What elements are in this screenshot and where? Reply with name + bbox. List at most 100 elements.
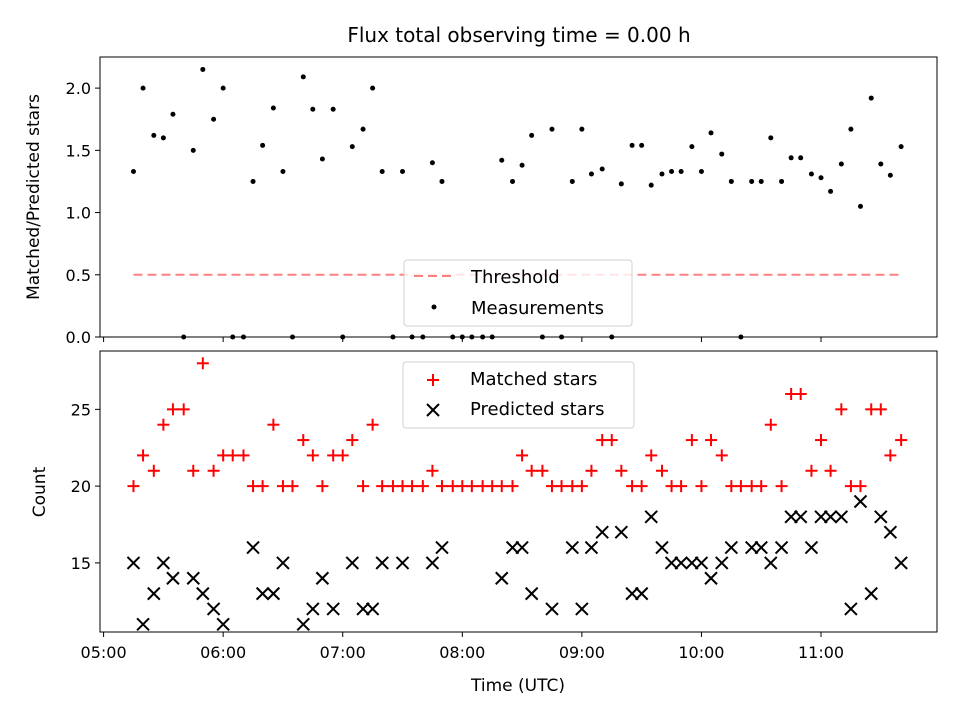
matched-star-point bbox=[306, 449, 319, 462]
measurement-point bbox=[599, 166, 605, 172]
measurement-point bbox=[280, 168, 286, 174]
predicted-star-point bbox=[715, 556, 729, 570]
measurement-point bbox=[529, 132, 535, 138]
predicted-star-point bbox=[425, 556, 440, 570]
top-y-label: Matched/Predicted stars bbox=[24, 94, 44, 300]
predicted-star-point bbox=[395, 556, 410, 570]
matched-star-point bbox=[585, 464, 598, 477]
legend-predicted-label: Predicted stars bbox=[470, 399, 604, 420]
predicted-star-point bbox=[186, 571, 200, 585]
measurement-point bbox=[689, 144, 695, 150]
matched-star-point bbox=[835, 403, 848, 416]
matched-star-point bbox=[495, 480, 508, 493]
predicted-star-point bbox=[166, 571, 180, 585]
matched-star-point bbox=[127, 480, 140, 493]
predicted-star-point bbox=[365, 602, 380, 616]
matched-star-point bbox=[764, 418, 777, 431]
matched-star-point bbox=[824, 464, 837, 477]
matched-star-point bbox=[605, 434, 618, 447]
measurement-point bbox=[290, 334, 296, 340]
predicted-star-point bbox=[296, 617, 310, 632]
measurement-point bbox=[429, 160, 435, 166]
predicted-star-point bbox=[823, 510, 838, 524]
matched-star-point bbox=[635, 480, 648, 493]
predicted-star-point bbox=[834, 510, 849, 524]
matched-star-point bbox=[226, 449, 239, 462]
predicted-star-point bbox=[764, 556, 778, 570]
x-axis-label: Time (UTC) bbox=[470, 676, 565, 696]
matched-star-point bbox=[615, 464, 628, 477]
measurement-point bbox=[181, 334, 187, 340]
measurement-point bbox=[480, 334, 486, 340]
measurement-point bbox=[519, 162, 525, 168]
matched-star-point bbox=[137, 449, 150, 462]
legend-matched-label: Matched stars bbox=[470, 369, 597, 390]
measurement-point bbox=[330, 106, 336, 112]
measurement-point bbox=[588, 171, 594, 177]
legend-predicted-swatch bbox=[426, 403, 440, 417]
bottom-x-axis: 05:00 06:00 07:00 08:00 09:00 10:00 11:00 bbox=[81, 632, 844, 662]
measurement-point bbox=[579, 126, 585, 132]
bottom-y-tick-label: 15 bbox=[71, 554, 91, 573]
measurement-point bbox=[360, 126, 366, 132]
measurement-point bbox=[758, 178, 764, 184]
predicted-star-point bbox=[874, 510, 888, 524]
measurement-point bbox=[220, 85, 226, 91]
measurement-point bbox=[818, 175, 824, 181]
measurement-point bbox=[878, 161, 884, 167]
measurement-point bbox=[738, 334, 744, 340]
matched-star-point bbox=[237, 449, 250, 462]
predicted-star-point bbox=[505, 540, 520, 555]
matched-star-point bbox=[794, 387, 807, 400]
matched-star-point bbox=[695, 480, 708, 493]
measurement-point bbox=[719, 151, 725, 157]
measurement-point bbox=[629, 142, 635, 148]
matched-star-point bbox=[854, 480, 867, 493]
x-tick-label: 10:00 bbox=[678, 643, 724, 662]
matched-star-point bbox=[506, 480, 519, 493]
measurement-point bbox=[857, 203, 863, 209]
predicted-star-point bbox=[634, 586, 649, 601]
measurement-point bbox=[409, 334, 415, 340]
matched-star-point bbox=[426, 464, 439, 477]
predicted-star-point bbox=[814, 510, 828, 524]
top-y-tick-label: 1.0 bbox=[66, 204, 91, 223]
measurement-point bbox=[639, 142, 645, 148]
matched-star-point bbox=[177, 403, 190, 416]
measurement-point bbox=[868, 95, 874, 101]
matched-star-point bbox=[536, 464, 549, 477]
matched-star-point bbox=[157, 418, 170, 431]
measurement-point bbox=[250, 178, 256, 184]
matched-star-point bbox=[187, 464, 200, 477]
top-legend-box bbox=[403, 259, 633, 327]
matched-star-point bbox=[435, 480, 448, 493]
x-tick-label: 09:00 bbox=[559, 643, 605, 662]
matched-star-point bbox=[874, 403, 887, 416]
predicted-star-point bbox=[655, 540, 669, 555]
matched-star-point bbox=[775, 480, 788, 493]
predicted-star-point bbox=[147, 586, 161, 601]
bottom-y-tick-label: 20 bbox=[71, 477, 91, 496]
predicted-star-point bbox=[625, 586, 639, 601]
x-tick-label: 08:00 bbox=[439, 643, 485, 662]
bottom-legend: Matched stars Predicted stars bbox=[402, 361, 635, 429]
predicted-star-point bbox=[306, 602, 320, 616]
measurement-point bbox=[510, 178, 516, 184]
predicted-star-point bbox=[744, 540, 759, 555]
matched-star-point bbox=[346, 434, 359, 447]
measurement-point bbox=[489, 334, 495, 340]
matched-star-point bbox=[366, 418, 379, 431]
measurement-point bbox=[400, 168, 406, 174]
measurement-point bbox=[310, 106, 316, 112]
chart-title: Flux total observing time = 0.00 h bbox=[347, 23, 690, 47]
predicted-star-point bbox=[774, 540, 789, 555]
predicted-star-point bbox=[694, 556, 709, 570]
measurement-point bbox=[569, 178, 575, 184]
predicted-star-point bbox=[793, 510, 808, 524]
matched-star-point bbox=[815, 434, 828, 447]
predicted-star-point bbox=[515, 540, 529, 555]
matched-star-point bbox=[166, 403, 179, 416]
matched-star-point bbox=[555, 480, 568, 493]
predicted-star-point bbox=[595, 525, 609, 539]
predicted-star-point bbox=[784, 510, 798, 524]
